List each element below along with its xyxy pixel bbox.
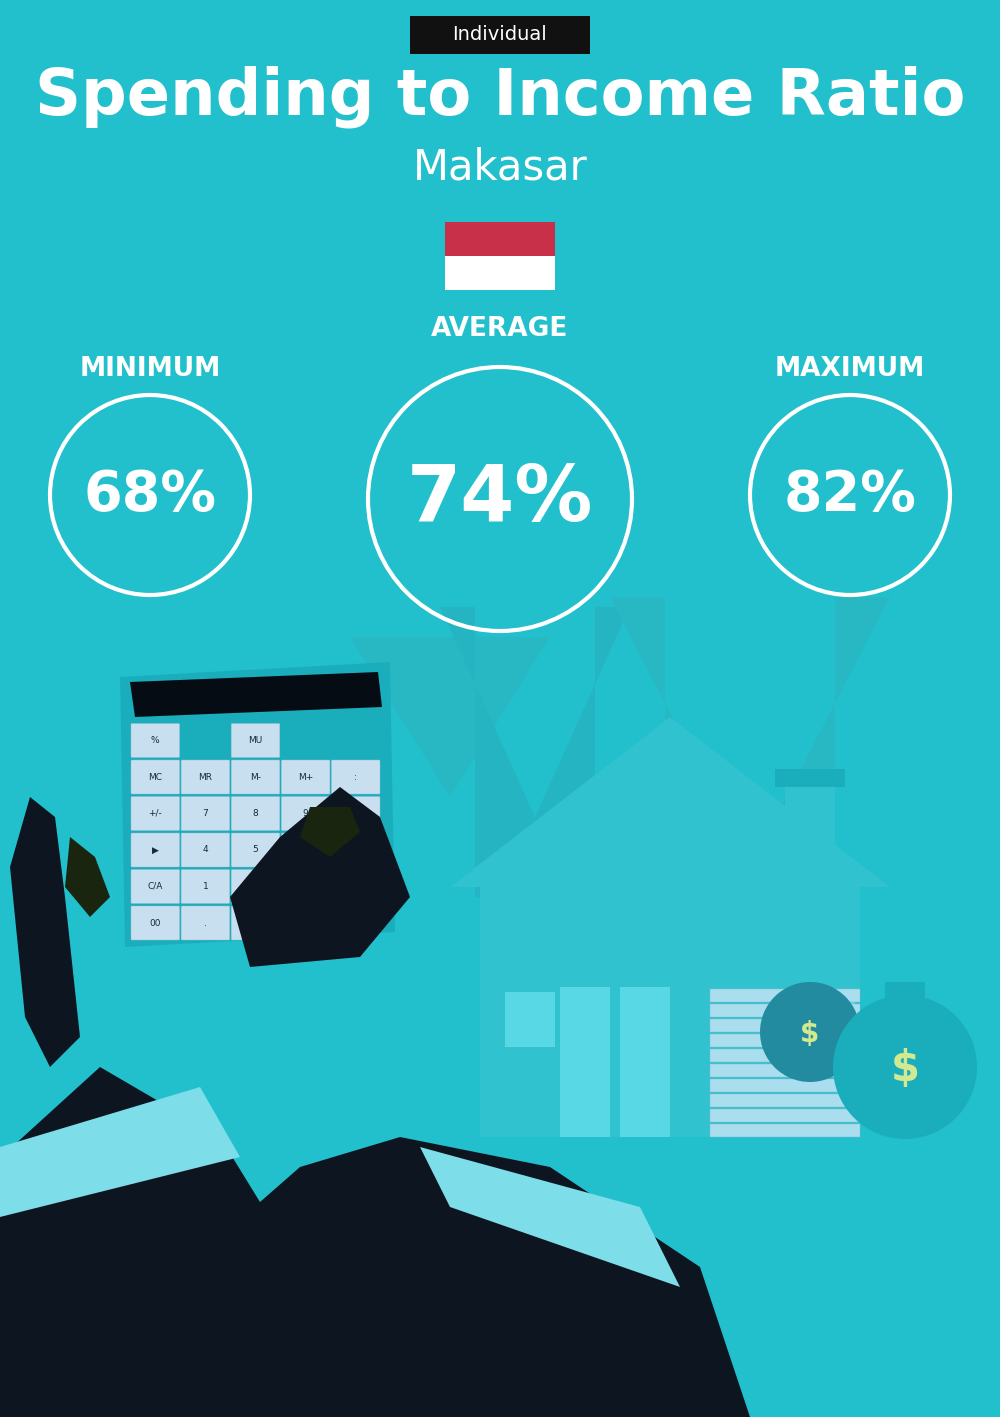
Text: :: : (354, 772, 357, 782)
FancyBboxPatch shape (231, 760, 280, 794)
Text: 8: 8 (253, 809, 258, 818)
Text: Makasar: Makasar (413, 146, 587, 188)
FancyBboxPatch shape (181, 760, 230, 794)
Bar (480, 887, 860, 1136)
Bar (620, 988, 670, 1136)
FancyBboxPatch shape (231, 870, 280, 904)
FancyBboxPatch shape (131, 905, 180, 939)
FancyBboxPatch shape (181, 870, 230, 904)
Bar (710, 1049, 860, 1061)
Text: 0: 0 (253, 918, 258, 928)
FancyBboxPatch shape (131, 760, 180, 794)
Polygon shape (610, 597, 890, 966)
FancyBboxPatch shape (181, 833, 230, 867)
FancyBboxPatch shape (331, 796, 380, 830)
Polygon shape (440, 606, 630, 897)
Text: $: $ (800, 1020, 820, 1049)
Text: 9: 9 (303, 809, 308, 818)
Text: MU: MU (248, 735, 263, 745)
Bar (885, 982, 925, 1007)
Text: 4: 4 (203, 846, 208, 854)
Bar (710, 1110, 860, 1122)
Text: MC: MC (148, 772, 162, 782)
Bar (805, 992, 855, 1047)
Polygon shape (220, 1136, 750, 1417)
Text: M-: M- (250, 772, 261, 782)
Circle shape (833, 995, 977, 1139)
FancyBboxPatch shape (181, 905, 230, 939)
Polygon shape (120, 662, 395, 947)
FancyBboxPatch shape (281, 833, 330, 867)
FancyBboxPatch shape (281, 870, 330, 904)
Bar (710, 1078, 860, 1093)
Text: 74%: 74% (407, 461, 593, 537)
FancyBboxPatch shape (131, 724, 180, 758)
FancyBboxPatch shape (231, 905, 280, 939)
FancyBboxPatch shape (281, 760, 330, 794)
FancyBboxPatch shape (231, 724, 280, 758)
FancyBboxPatch shape (131, 833, 180, 867)
Text: ▶: ▶ (152, 846, 159, 854)
Bar (710, 1124, 860, 1136)
Polygon shape (10, 796, 80, 1067)
Text: +/-: +/- (148, 809, 162, 818)
Polygon shape (350, 638, 550, 796)
Polygon shape (300, 808, 360, 857)
FancyBboxPatch shape (131, 796, 180, 830)
Text: -: - (354, 846, 357, 854)
Text: MINIMUM: MINIMUM (79, 356, 221, 383)
FancyBboxPatch shape (331, 760, 380, 794)
Bar (710, 1094, 860, 1107)
Bar (785, 777, 835, 867)
Text: 68%: 68% (84, 468, 216, 521)
FancyBboxPatch shape (231, 796, 280, 830)
Text: AVERAGE: AVERAGE (431, 316, 569, 341)
FancyBboxPatch shape (281, 796, 330, 830)
Text: 2: 2 (253, 881, 258, 891)
Polygon shape (420, 1146, 680, 1287)
Bar (710, 989, 860, 1002)
Text: 6: 6 (303, 846, 308, 854)
Text: MR: MR (198, 772, 212, 782)
Text: 3: 3 (303, 881, 308, 891)
Text: Individual: Individual (453, 26, 547, 44)
Polygon shape (230, 786, 410, 966)
FancyBboxPatch shape (181, 796, 230, 830)
FancyBboxPatch shape (331, 833, 380, 867)
Text: 1: 1 (203, 881, 208, 891)
Text: Spending to Income Ratio: Spending to Income Ratio (35, 65, 965, 129)
Text: MAXIMUM: MAXIMUM (775, 356, 925, 383)
Text: 82%: 82% (784, 468, 916, 521)
Bar (445, 256, 555, 290)
Polygon shape (0, 1087, 240, 1217)
Bar (505, 992, 555, 1047)
Circle shape (760, 982, 860, 1083)
Bar (710, 1005, 860, 1017)
Text: M+: M+ (298, 772, 313, 782)
FancyBboxPatch shape (231, 833, 280, 867)
Polygon shape (450, 717, 890, 887)
Polygon shape (130, 672, 382, 717)
Text: 7: 7 (203, 809, 208, 818)
Text: 00: 00 (150, 918, 161, 928)
Text: x: x (353, 809, 358, 818)
Bar (710, 1064, 860, 1077)
Text: %: % (151, 735, 160, 745)
FancyBboxPatch shape (131, 870, 180, 904)
Text: $: $ (891, 1049, 920, 1090)
Bar (710, 1034, 860, 1047)
Polygon shape (65, 837, 110, 917)
FancyBboxPatch shape (410, 16, 590, 54)
Bar (710, 1019, 860, 1032)
Bar (560, 988, 610, 1136)
Bar (775, 769, 845, 786)
Text: C/A: C/A (148, 881, 163, 891)
Polygon shape (0, 1067, 320, 1417)
Bar (445, 222, 555, 256)
Text: 5: 5 (253, 846, 258, 854)
Text: .: . (204, 918, 207, 928)
